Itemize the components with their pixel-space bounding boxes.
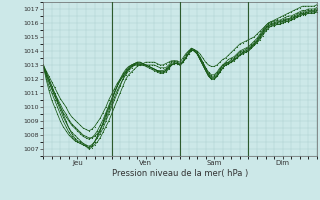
X-axis label: Pression niveau de la mer( hPa ): Pression niveau de la mer( hPa ) bbox=[112, 169, 248, 178]
